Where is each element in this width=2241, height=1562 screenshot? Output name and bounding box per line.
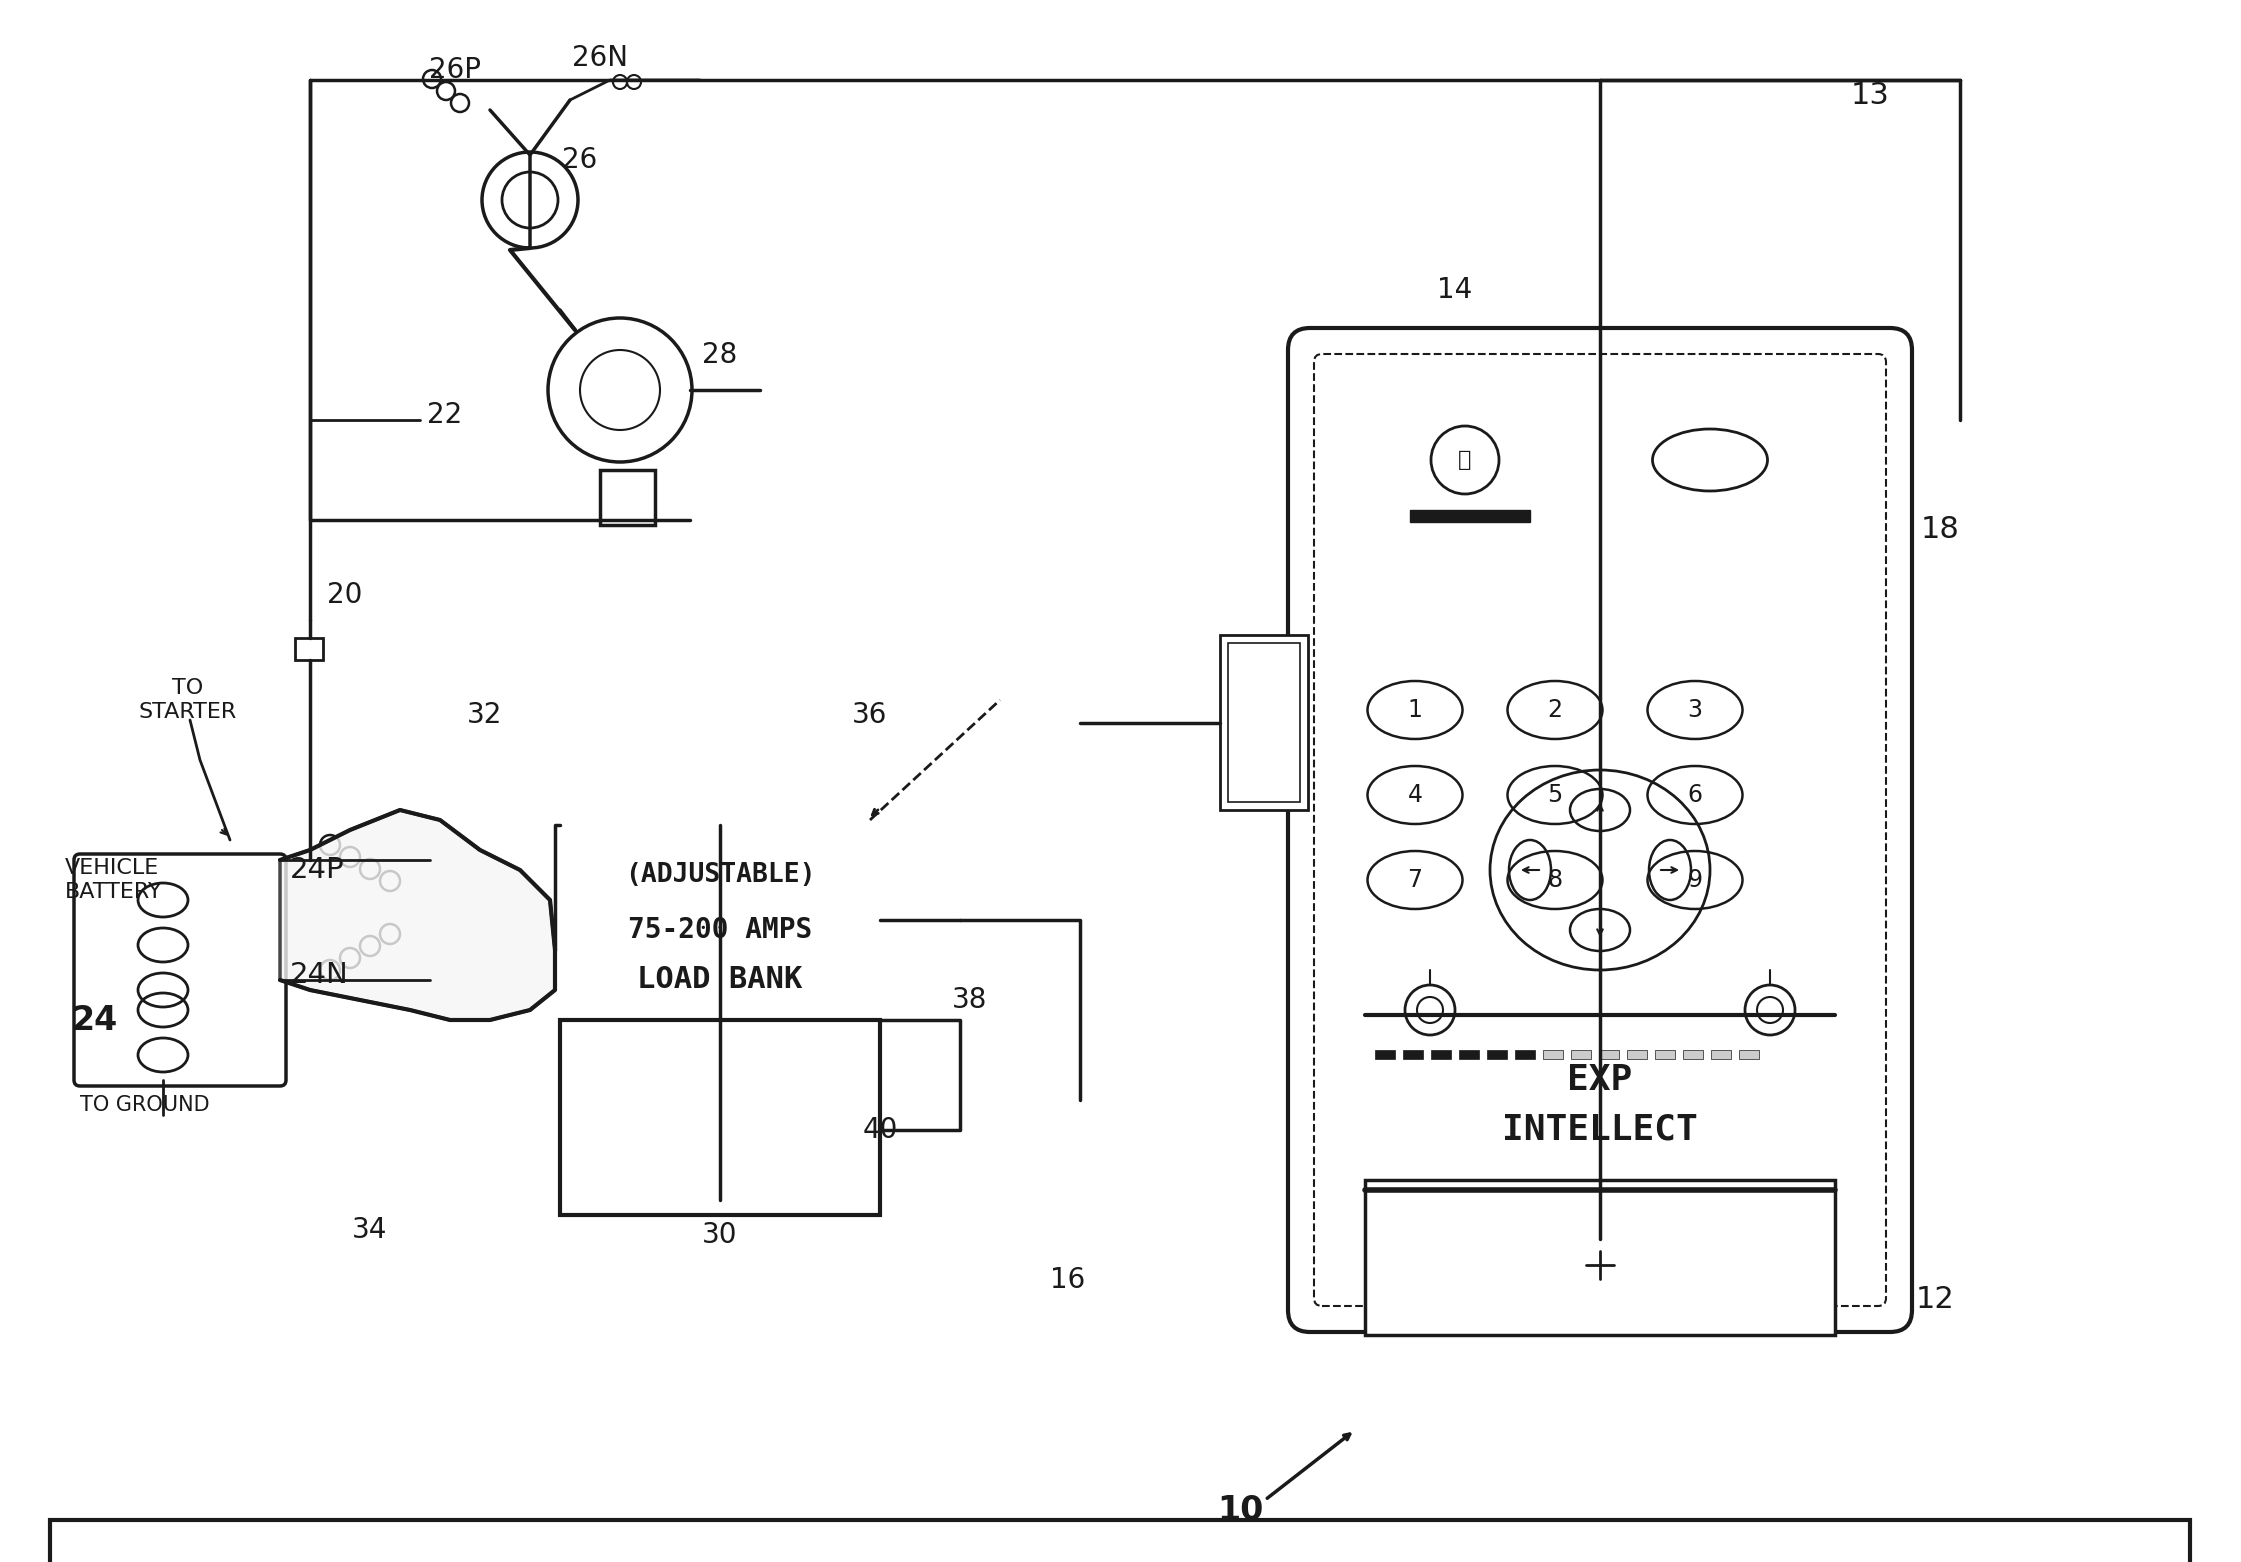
Text: LOAD BANK: LOAD BANK [636, 965, 802, 995]
Bar [1403, 1050, 1423, 1059]
Text: 8: 8 [1549, 868, 1562, 892]
Text: 24P: 24P [289, 856, 345, 884]
Text: 9: 9 [1687, 868, 1703, 892]
Text: 26N: 26N [571, 44, 627, 72]
Text: 36: 36 [852, 701, 887, 729]
Text: 7: 7 [1407, 868, 1423, 892]
Text: 20: 20 [327, 581, 363, 609]
Bar [1432, 1050, 1450, 1059]
Bar [601, 470, 654, 525]
Bar [1365, 1229, 1495, 1262]
Text: TO GROUND: TO GROUND [81, 1095, 211, 1115]
Bar [1710, 1050, 1730, 1059]
Bar [1515, 1050, 1535, 1059]
Text: EXP: EXP [1566, 1064, 1634, 1097]
Bar [1524, 1229, 1656, 1262]
Bar [1627, 1050, 1647, 1059]
Bar [1365, 1179, 1835, 1336]
Text: (ADJUSTABLE): (ADJUSTABLE) [625, 862, 816, 889]
Text: 14: 14 [1436, 276, 1472, 305]
Bar [1600, 1050, 1618, 1059]
Text: 5: 5 [1546, 783, 1562, 808]
Text: 3: 3 [1687, 698, 1703, 722]
Text: 13: 13 [1851, 81, 1889, 109]
Text: 28: 28 [701, 341, 737, 369]
Text: 26P: 26P [428, 56, 482, 84]
Bar [1228, 644, 1300, 801]
Text: 38: 38 [952, 986, 988, 1014]
Text: 18: 18 [1921, 515, 1959, 545]
Bar [1739, 1050, 1759, 1059]
Text: 75-200 AMPS: 75-200 AMPS [627, 915, 811, 943]
Text: 24: 24 [72, 1003, 119, 1037]
Text: 2: 2 [1549, 698, 1562, 722]
FancyBboxPatch shape [74, 854, 287, 1086]
Text: VEHICLE
BATTERY: VEHICLE BATTERY [65, 859, 164, 901]
Text: 4: 4 [1407, 783, 1423, 808]
Bar [1656, 1050, 1674, 1059]
Bar [1683, 1050, 1703, 1059]
Text: 16: 16 [1051, 1265, 1085, 1293]
Bar [1219, 636, 1309, 811]
Bar [1459, 1050, 1479, 1059]
Text: 22: 22 [428, 401, 462, 430]
Bar [1376, 1050, 1394, 1059]
FancyBboxPatch shape [1289, 328, 1912, 1332]
Text: INTELLECT: INTELLECT [1501, 1114, 1699, 1147]
Bar [560, 1020, 881, 1215]
Text: 10: 10 [1217, 1493, 1264, 1526]
Text: 26: 26 [562, 145, 598, 173]
Polygon shape [280, 811, 556, 1020]
Circle shape [1573, 1239, 1627, 1292]
Bar [1571, 1050, 1591, 1059]
Bar [1410, 511, 1531, 522]
Text: 1: 1 [1407, 698, 1423, 722]
Text: 12: 12 [1916, 1286, 1954, 1315]
Text: 32: 32 [468, 701, 502, 729]
Bar [1544, 1050, 1562, 1059]
Text: TO
STARTER: TO STARTER [139, 678, 238, 722]
Text: 40: 40 [863, 1115, 899, 1143]
Text: 30: 30 [701, 1221, 737, 1250]
Text: 6: 6 [1687, 783, 1703, 808]
Text: ⏻: ⏻ [1459, 450, 1472, 470]
Bar [296, 637, 323, 661]
Text: 34: 34 [352, 1215, 388, 1243]
Bar [1488, 1050, 1506, 1059]
Text: 24N: 24N [289, 961, 350, 989]
